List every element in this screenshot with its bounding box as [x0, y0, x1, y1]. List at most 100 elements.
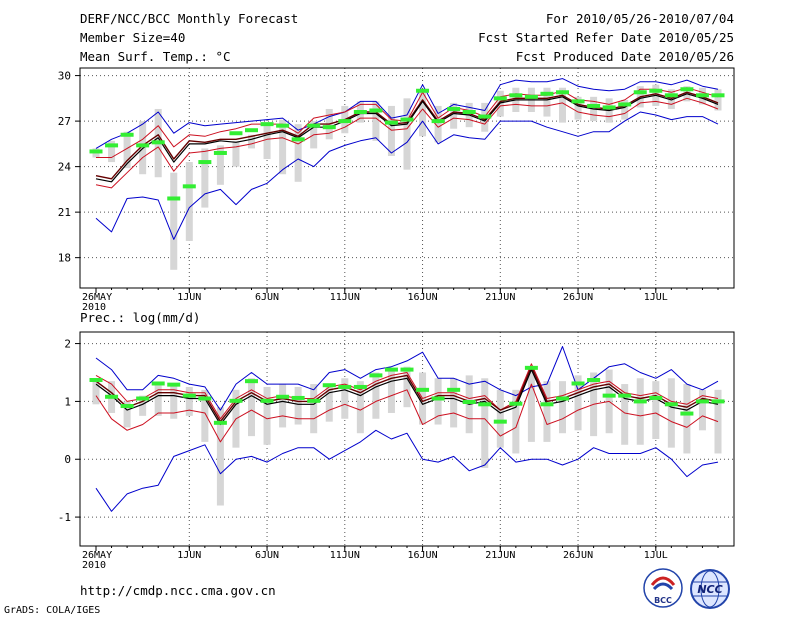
observed-marker: [602, 105, 616, 110]
observed-marker: [509, 401, 523, 406]
spread-box: [263, 125, 271, 160]
observed-marker: [245, 128, 258, 133]
observed-marker: [618, 102, 632, 107]
spread-box: [263, 386, 271, 445]
observed-marker: [509, 93, 523, 98]
y-tick-label: 0: [64, 453, 71, 466]
spread-box: [201, 389, 209, 442]
observed-marker: [384, 120, 398, 125]
variable-label-temp: Mean Surf. Temp.: °C: [80, 49, 231, 64]
spread-box: [248, 134, 255, 149]
spread-box: [667, 378, 675, 448]
observed-marker: [322, 383, 336, 388]
fcst-started-date: Fcst Started Refer Date 2010/05/25: [478, 30, 734, 45]
plot-frame: [79, 331, 735, 547]
spread-box: [123, 401, 131, 428]
grads-credit: GrADS: COLA/IGES: [4, 605, 101, 616]
spread-box: [481, 378, 489, 468]
spread-box: [341, 378, 349, 419]
x-tick-label: 1JUN: [177, 550, 201, 561]
spread-box: [559, 87, 566, 123]
observed-marker: [680, 411, 694, 416]
observed-marker: [105, 143, 119, 148]
observed-marker: [229, 398, 243, 403]
y-tick-label: 2: [64, 338, 71, 351]
spread-box: [356, 381, 364, 434]
observed-marker: [664, 402, 678, 407]
x-tick-label: 26JUN: [563, 292, 593, 303]
x-tick-label: 26JUN: [563, 550, 593, 561]
bcc-logo-text: BCC: [654, 596, 672, 605]
observed-marker: [198, 160, 212, 165]
observed-marker: [695, 93, 709, 98]
y-tick-label: 18: [58, 252, 71, 265]
observed-marker: [89, 149, 103, 154]
member-size: Member Size=40: [80, 30, 186, 45]
observed-marker: [649, 395, 663, 400]
observed-marker: [431, 396, 445, 401]
chart-title: DERF/NCC/BCC Monthly Forecast: [80, 11, 299, 26]
spread-box: [201, 148, 209, 208]
observed-marker: [369, 108, 383, 113]
observed-marker: [447, 106, 461, 111]
observed-marker: [89, 378, 103, 383]
observed-marker: [198, 396, 212, 401]
observed-marker: [664, 93, 678, 98]
x-tick-label: 11JUN: [330, 292, 360, 303]
observed-marker: [462, 110, 476, 114]
observed-marker: [711, 399, 725, 404]
observed-marker: [276, 394, 290, 399]
observed-marker: [136, 396, 150, 401]
spread-box: [434, 378, 442, 425]
spread-box: [450, 378, 458, 428]
observed-marker: [182, 184, 196, 189]
spread-box: [123, 131, 131, 169]
variable-label-prec: Prec.: log(mm/d): [80, 310, 201, 325]
observed-marker: [633, 90, 647, 95]
y-tick-label: -1: [58, 511, 71, 524]
spread-box: [574, 96, 582, 120]
observed-marker: [105, 394, 119, 399]
observed-marker: [307, 123, 321, 128]
source-url[interactable]: http://cmdp.ncc.cma.gov.cn: [80, 583, 276, 598]
x-tick-label: 1JUN: [177, 292, 201, 303]
series-control-line: [95, 366, 719, 423]
x-tick-label: 1JUL: [644, 550, 668, 561]
observed-marker: [416, 387, 430, 392]
observed-marker: [680, 87, 694, 92]
observed-marker: [416, 88, 430, 93]
observed-marker: [291, 137, 305, 142]
spread-box: [216, 145, 224, 185]
observed-marker: [136, 143, 150, 148]
spread-box: [387, 105, 395, 156]
y-tick-label: 30: [58, 70, 71, 83]
observed-marker: [649, 88, 663, 93]
observed-marker: [478, 114, 492, 119]
observed-marker: [400, 117, 414, 122]
observed-marker: [167, 196, 181, 201]
observed-marker: [353, 384, 367, 389]
observed-marker: [711, 93, 725, 98]
ncc-logo-text: NCC: [697, 583, 722, 596]
x-tick-label: 26MAY: [82, 550, 112, 561]
spread-box: [714, 89, 722, 111]
series-ens-mean-line: [95, 93, 719, 183]
series-min-line: [95, 111, 719, 240]
observed-marker: [618, 393, 632, 398]
observed-marker: [182, 393, 196, 398]
y-tick-label: 27: [58, 115, 71, 128]
spread-box: [543, 87, 551, 117]
x-tick-label: 26MAY: [82, 292, 112, 303]
observed-marker: [571, 381, 585, 386]
observed-marker: [431, 119, 445, 124]
spread-box: [372, 372, 380, 419]
observed-marker: [245, 379, 258, 384]
spread-box: [279, 119, 287, 175]
x-tick-label: 16JUN: [407, 550, 437, 561]
bcc-logo: BCC: [642, 567, 684, 609]
spread-box: [294, 124, 302, 182]
observed-marker: [633, 399, 647, 404]
observed-marker: [447, 387, 461, 392]
